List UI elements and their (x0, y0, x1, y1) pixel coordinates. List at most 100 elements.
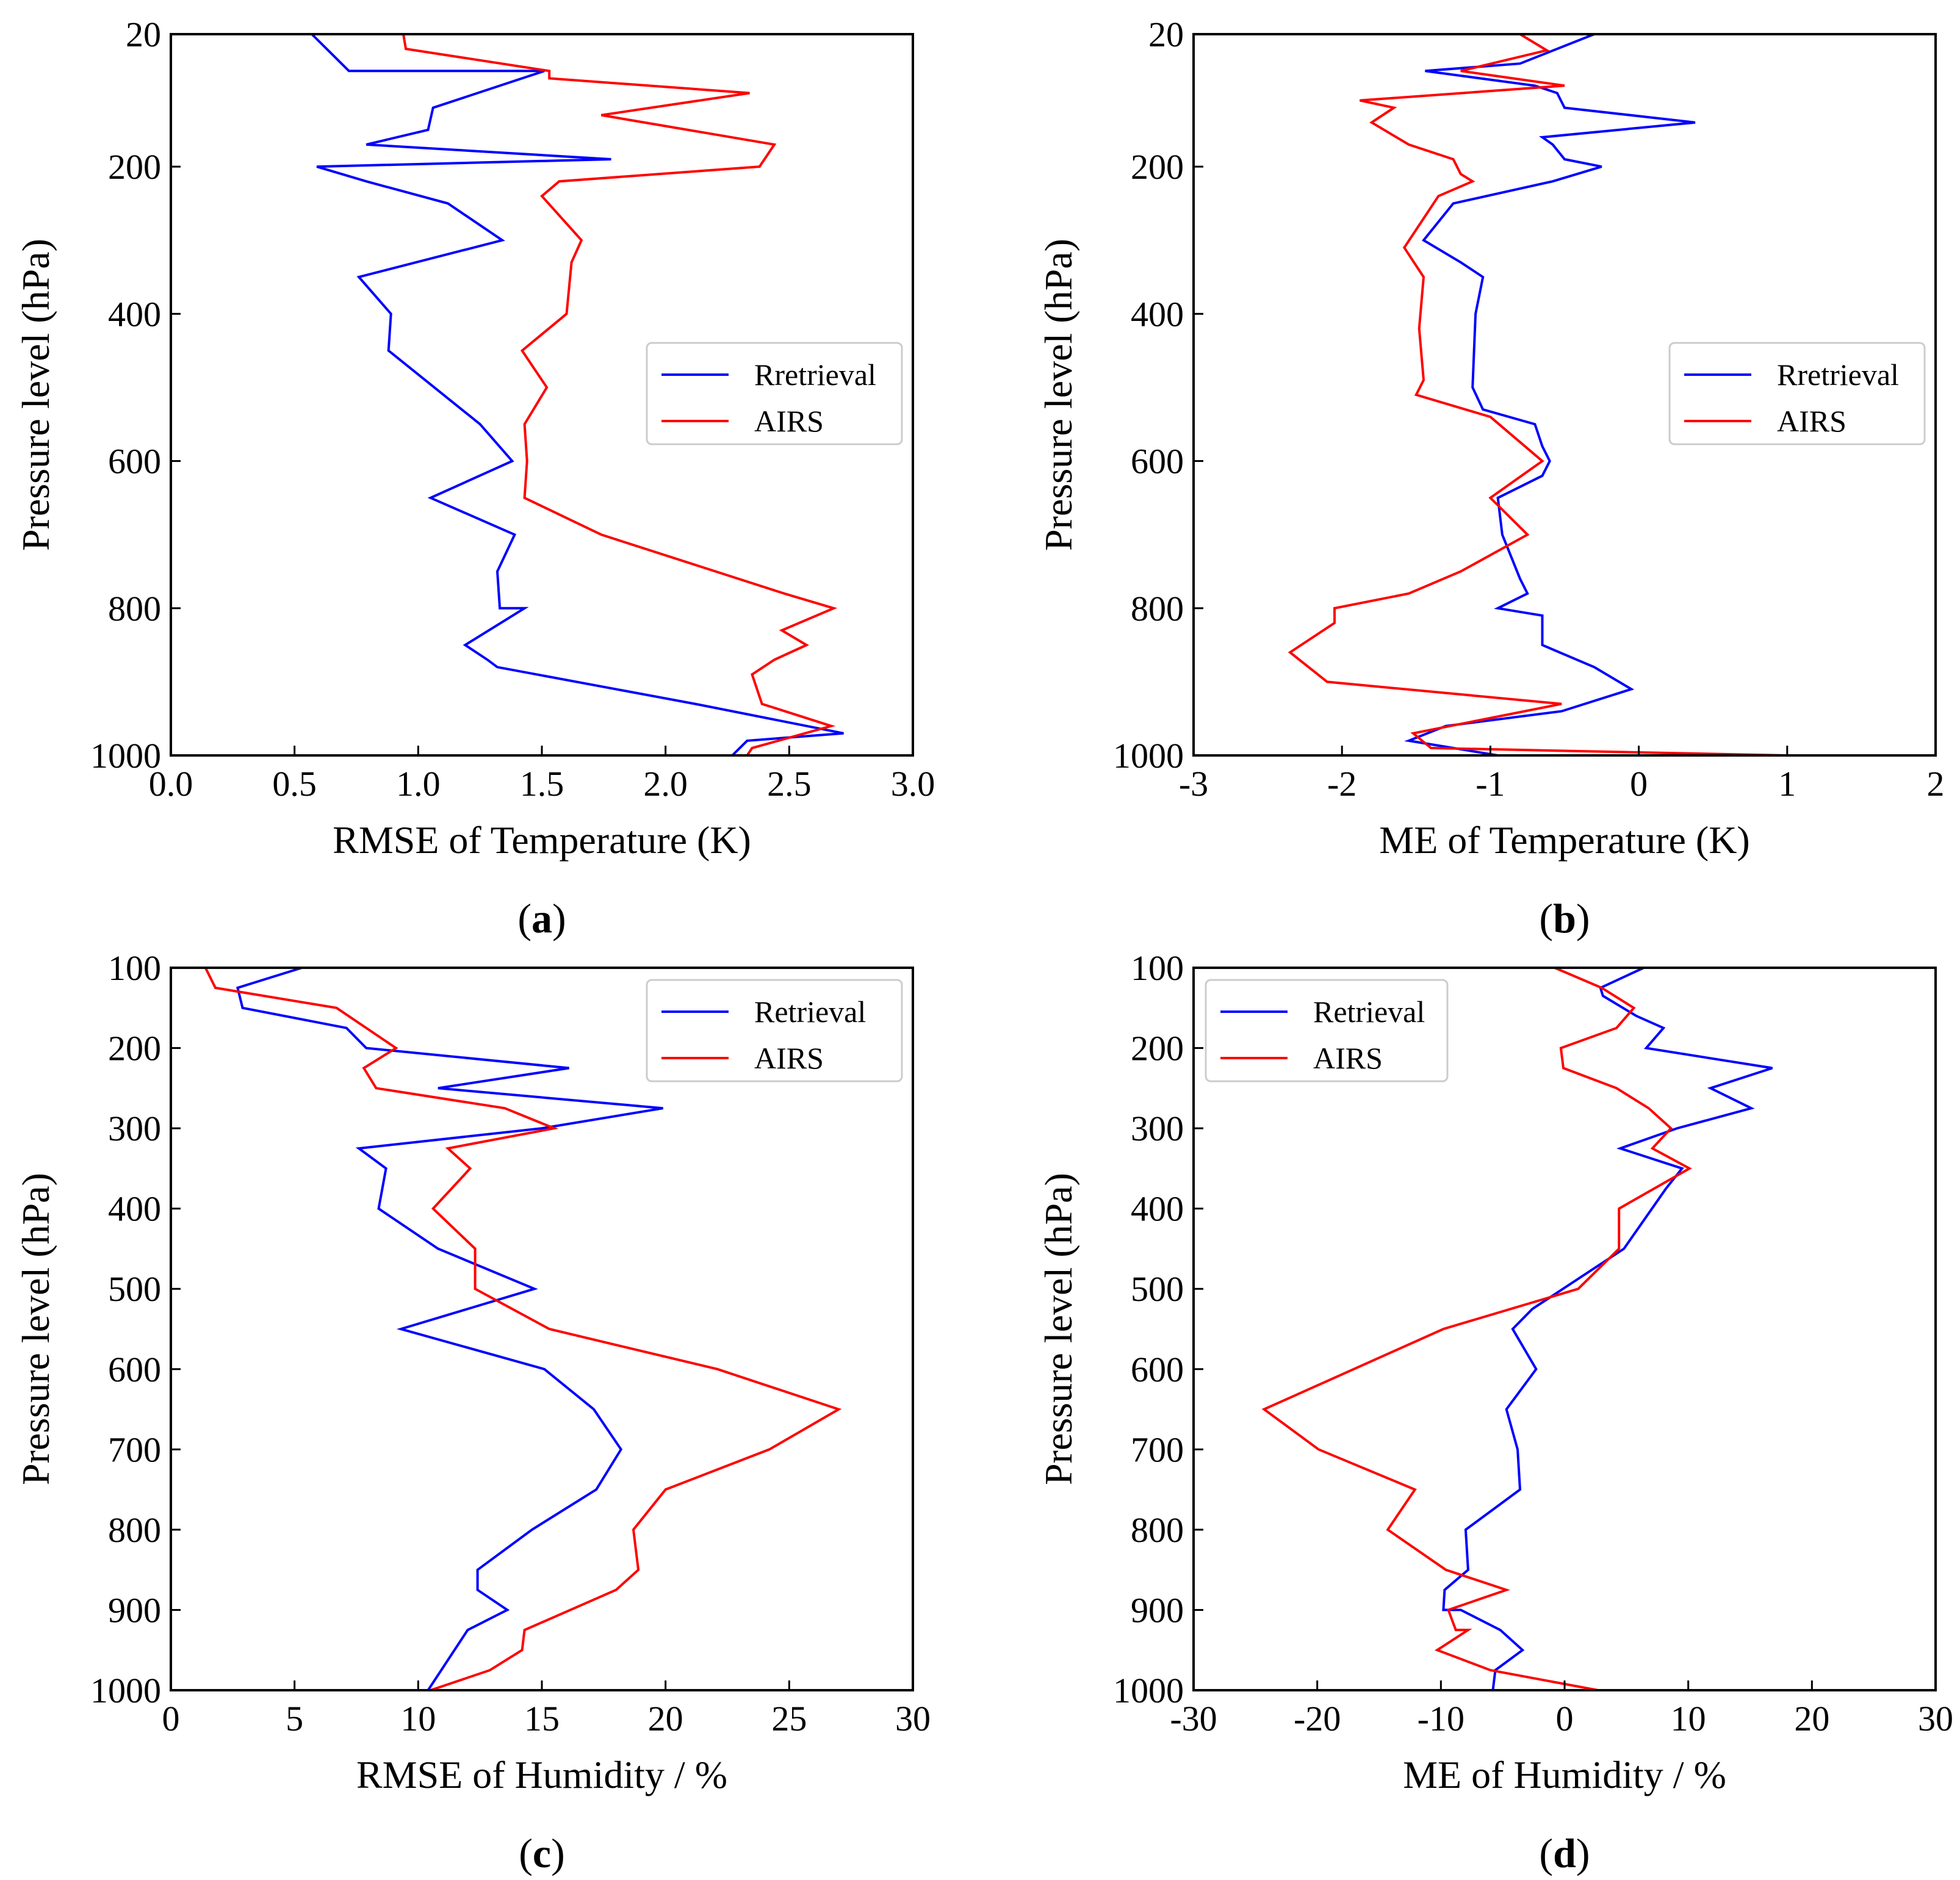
y-tick-label: 1000 (90, 1671, 161, 1710)
legend-label-retrieval: Retrieval (1313, 995, 1425, 1029)
x-tick-label: 5 (286, 1699, 303, 1738)
y-tick-label: 900 (108, 1590, 161, 1630)
y-tick-label: 300 (108, 1109, 161, 1148)
y-tick-label: 800 (108, 1510, 161, 1550)
panel-label: (d) (1539, 1830, 1590, 1876)
legend-label-airs: AIRS (754, 404, 824, 438)
y-axis-label: Pressure level (hPa) (14, 1173, 57, 1485)
x-tick-label: 10 (400, 1699, 436, 1738)
legend-label-airs: AIRS (1777, 404, 1847, 438)
y-tick-label: 200 (1131, 147, 1184, 187)
legend-box (1205, 979, 1449, 1082)
series-line-airs (204, 968, 842, 1690)
x-axis-label: ME of Humidity / % (1403, 1753, 1726, 1796)
chart-panel-c: 0 5 10 15 20 25 30 100 200 300 400 500 600 700 800 900 1… (14, 948, 931, 1876)
legend-box (1668, 342, 1926, 445)
x-tick-label: 2.0 (643, 764, 688, 804)
y-tick-label: 100 (108, 948, 161, 988)
x-axis-label: RMSE of Temperature (K) (333, 818, 751, 862)
y-tick-label: 600 (1131, 442, 1184, 481)
x-tick-label: 20 (1794, 1699, 1829, 1738)
legend-label-rretrieval: Rretrieval (1777, 358, 1899, 392)
x-tick-label: 1.5 (520, 764, 564, 804)
x-tick-label: 30 (1918, 1699, 1953, 1738)
series-line-rretrieval (1404, 34, 1696, 755)
y-tick-label: 400 (1131, 294, 1184, 334)
legend-label-airs: AIRS (754, 1041, 824, 1075)
axes-frame (1192, 33, 1937, 757)
y-tick-label: 1000 (90, 736, 161, 776)
x-tick-label: -3 (1179, 764, 1208, 804)
series-line-retrieval (1442, 968, 1773, 1690)
y-tick-label: 300 (1131, 1109, 1184, 1148)
chart-panel-d: -30 -20 -10 0 10 20 30 100 200 300 400 500 600 700 800… (1037, 948, 1953, 1876)
x-tick-label: 30 (895, 1699, 931, 1738)
y-tick-label: 400 (1131, 1189, 1184, 1229)
panel-label: (a) (517, 895, 566, 942)
y-tick-label: 200 (108, 1029, 161, 1068)
y-tick-label: 500 (108, 1269, 161, 1309)
y-tick-label: 200 (1131, 1029, 1184, 1068)
x-tick-label: 1.0 (396, 764, 441, 804)
y-tick-label: 20 (1148, 15, 1184, 54)
y-axis-label: Pressure level (hPa) (1037, 1173, 1080, 1485)
x-tick-label: 10 (1671, 1699, 1706, 1738)
x-tick-label: 0.0 (149, 764, 193, 804)
y-tick-label: 700 (108, 1430, 161, 1469)
y-tick-label: 400 (108, 294, 161, 334)
x-tick-label: 0.5 (272, 764, 317, 804)
legend: Retrieval AIRS (1205, 979, 1449, 1082)
legend-label-rretrieval: Rretrieval (754, 358, 876, 392)
legend: Rretrieval AIRS (646, 342, 903, 445)
y-tick-label: 200 (108, 147, 161, 187)
y-tick-label: 600 (108, 1350, 161, 1389)
x-tick-label: 25 (771, 1699, 807, 1738)
series-line-retrieval (236, 968, 663, 1690)
y-tick-label: 1000 (1113, 736, 1184, 776)
x-tick-label: 1 (1778, 764, 1796, 804)
x-axis-label: ME of Temperature (K) (1379, 818, 1749, 862)
chart-panel-b: -3 -2 -1 0 1 2 20 200 400 600 800 1000 ME of Tempera… (1037, 15, 1945, 942)
x-tick-label: 0 (162, 1699, 180, 1738)
legend-label-airs: AIRS (1313, 1041, 1383, 1075)
y-tick-label: 20 (126, 15, 161, 54)
y-tick-label: 400 (108, 1189, 161, 1229)
x-tick-label: 2.5 (767, 764, 812, 804)
y-axis-label: Pressure level (hPa) (1037, 239, 1080, 551)
x-tick-label: 0 (1556, 1699, 1574, 1738)
x-tick-label: 20 (648, 1699, 683, 1738)
legend-label-retrieval: Retrieval (754, 995, 866, 1029)
legend-box (646, 979, 903, 1082)
y-tick-label: 100 (1131, 948, 1184, 988)
chart-panel-a: 0.0 0.5 1.0 1.5 2.0 2.5 3.0 20 200 400 600 800 1000 R… (14, 15, 935, 942)
x-tick-label: 0 (1630, 764, 1648, 804)
panel-label: (b) (1539, 895, 1590, 942)
y-tick-label: 600 (108, 442, 161, 481)
series-line-airs (1261, 968, 1692, 1690)
series-line-airs (402, 34, 838, 755)
y-tick-label: 600 (1131, 1350, 1184, 1389)
y-axis-label: Pressure level (hPa) (14, 239, 57, 551)
x-tick-label: -2 (1327, 764, 1357, 804)
x-tick-label: -10 (1418, 1699, 1465, 1738)
y-tick-label: 1000 (1113, 1671, 1184, 1710)
x-tick-label: -30 (1170, 1699, 1217, 1738)
x-tick-label: 2 (1927, 764, 1945, 804)
y-tick-label: 800 (1131, 589, 1184, 628)
x-tick-label: 3.0 (891, 764, 935, 804)
series-line-airs (1288, 34, 1787, 755)
y-tick-label: 800 (108, 589, 161, 628)
x-axis-label: RMSE of Humidity / % (356, 1753, 727, 1796)
legend: Rretrieval AIRS (1668, 342, 1926, 445)
x-tick-label: -20 (1294, 1699, 1341, 1738)
y-tick-label: 500 (1131, 1269, 1184, 1309)
x-tick-label: 15 (524, 1699, 560, 1738)
y-tick-label: 700 (1131, 1430, 1184, 1469)
series-line-rretrieval (311, 34, 844, 755)
legend: Retrieval AIRS (646, 979, 903, 1082)
panel-label: (c) (519, 1830, 565, 1876)
y-tick-label: 800 (1131, 1510, 1184, 1550)
legend-box (646, 342, 903, 445)
x-tick-label: -1 (1475, 764, 1505, 804)
